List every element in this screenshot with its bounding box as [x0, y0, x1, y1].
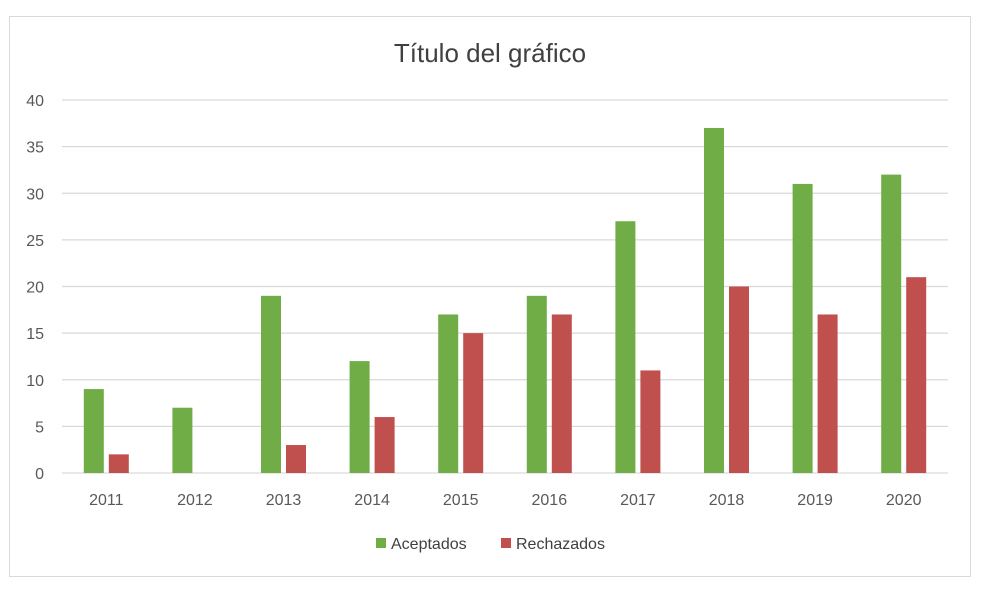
- bar-rechazados-2011: [108, 454, 129, 473]
- bar-aceptados-2020: [881, 174, 902, 473]
- x-tick-label: 2014: [354, 492, 390, 509]
- gridlines: [62, 99, 948, 474]
- bar-aceptados-2019: [792, 183, 813, 474]
- bar-rechazados-2020: [906, 277, 927, 473]
- legend-swatch-rechazados: [501, 538, 511, 548]
- bar-aceptados-2015: [438, 314, 459, 473]
- x-tick-label: 2012: [177, 492, 213, 509]
- y-tick-label: 25: [26, 233, 44, 250]
- x-tick-label: 2019: [797, 492, 833, 509]
- y-axis-tick-labels: 0 5 10 15 20 25 30 35 40: [26, 93, 44, 483]
- legend: Aceptados Rechazados: [376, 536, 605, 553]
- bars: [83, 127, 927, 474]
- bar-aceptados-2013: [261, 295, 281, 473]
- y-tick-label: 40: [26, 93, 44, 110]
- x-tick-label: 2017: [620, 492, 656, 509]
- legend-label-aceptados: Aceptados: [391, 536, 467, 553]
- x-tick-label: 2016: [532, 492, 568, 509]
- bar-aceptados-2017: [615, 221, 636, 473]
- y-tick-label: 5: [35, 419, 44, 436]
- bar-aceptados-2016: [526, 295, 547, 473]
- x-tick-label: 2011: [89, 492, 124, 509]
- y-tick-label: 15: [26, 326, 44, 343]
- y-tick-label: 30: [26, 186, 44, 203]
- bar-rechazados-2019: [817, 314, 838, 473]
- legend-swatch-aceptados: [376, 538, 386, 548]
- y-tick-label: 0: [35, 466, 44, 483]
- legend-label-rechazados: Rechazados: [516, 536, 605, 553]
- bar-rechazados-2016: [551, 314, 572, 473]
- y-tick-label: 20: [26, 280, 44, 297]
- bar-rechazados-2014: [374, 417, 395, 473]
- x-tick-label: 2020: [886, 492, 922, 509]
- bar-rechazados-2015: [463, 333, 484, 473]
- bar-rechazados-2017: [640, 370, 661, 473]
- chart-title: Título del gráfico: [394, 38, 586, 68]
- x-tick-label: 2018: [709, 492, 745, 509]
- bar-rechazados-2013: [286, 445, 306, 473]
- x-axis-tick-labels: 2011 2012 2013 2014 2015 2016 2017 2018 2019 2020: [89, 492, 922, 509]
- bar-aceptados-2014: [349, 361, 370, 473]
- x-tick-label: 2013: [266, 492, 302, 509]
- bar-aceptados-2012: [172, 407, 193, 473]
- bar-rechazados-2018: [729, 286, 749, 473]
- bar-aceptados-2011: [83, 389, 104, 473]
- y-tick-label: 35: [26, 140, 44, 157]
- bar-aceptados-2018: [704, 127, 724, 473]
- x-tick-label: 2015: [443, 492, 479, 509]
- y-tick-label: 10: [26, 373, 44, 390]
